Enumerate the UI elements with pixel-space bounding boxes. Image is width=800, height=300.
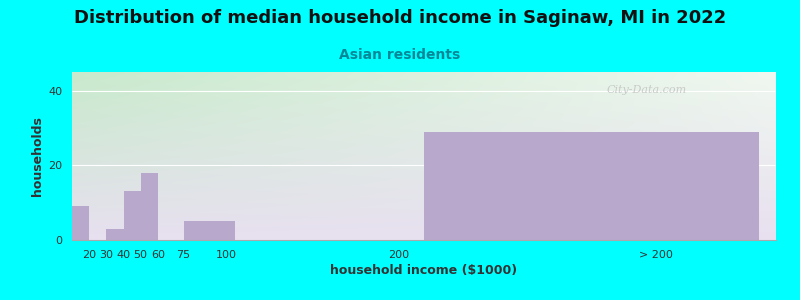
Text: City-Data.com: City-Data.com: [607, 85, 687, 95]
Bar: [123, 191, 141, 240]
Y-axis label: households: households: [31, 116, 44, 196]
Bar: [141, 173, 158, 240]
Bar: [72, 206, 89, 240]
Bar: [106, 229, 123, 240]
Bar: [184, 221, 235, 240]
Text: Asian residents: Asian residents: [339, 48, 461, 62]
Text: Distribution of median household income in Saginaw, MI in 2022: Distribution of median household income …: [74, 9, 726, 27]
X-axis label: household income ($1000): household income ($1000): [330, 264, 518, 277]
Bar: [424, 132, 759, 240]
